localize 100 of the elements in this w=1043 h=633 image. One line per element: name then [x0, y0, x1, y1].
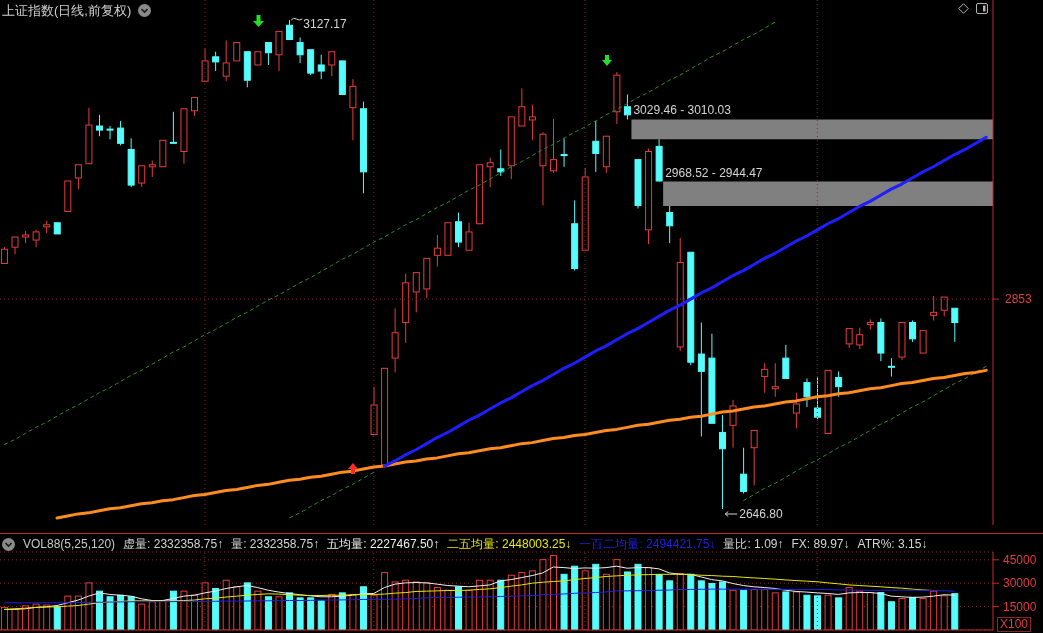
bar [85, 582, 93, 630]
candlestick [465, 222, 473, 251]
y-tick-label: 45000 [1003, 553, 1037, 568]
text: 量: 2332358.75↑ [231, 537, 320, 551]
bar [497, 579, 505, 630]
bar [518, 572, 526, 630]
candlestick [909, 319, 917, 343]
bar [592, 563, 600, 630]
candlestick [74, 164, 82, 190]
candlestick [180, 108, 188, 165]
candlestick [528, 104, 536, 141]
bar [275, 596, 283, 630]
bar [412, 581, 420, 630]
bar [655, 574, 663, 630]
bar [433, 587, 441, 630]
bar [307, 597, 315, 630]
y-tick-label: 30000 [1003, 576, 1037, 591]
bar [687, 573, 695, 630]
bar [159, 600, 167, 630]
bar [824, 594, 832, 630]
candlestick [761, 362, 769, 394]
bar [708, 583, 716, 630]
bar [11, 608, 19, 630]
candlestick [697, 322, 705, 438]
band-label: 2968.52 - 2944.47 [665, 165, 763, 180]
candlestick [106, 125, 114, 140]
bar [613, 559, 621, 630]
bar [602, 573, 610, 630]
bar [866, 592, 874, 630]
bar [634, 563, 642, 630]
candlestick [518, 87, 526, 127]
candlestick [275, 30, 283, 72]
bar [909, 596, 917, 630]
candlestick [328, 51, 336, 77]
candlestick [476, 164, 484, 225]
bar [951, 593, 959, 630]
candlestick [169, 111, 177, 144]
candlestick [338, 60, 346, 95]
candlestick [951, 307, 959, 343]
chart-title: 上证指数(日线,前复权) [2, 3, 132, 18]
candlestick [634, 159, 642, 209]
candlestick [286, 19, 294, 41]
bar [856, 590, 864, 630]
bar [359, 586, 367, 630]
bar [814, 595, 822, 630]
bar [845, 587, 853, 630]
bar [296, 597, 304, 630]
candlestick [64, 180, 72, 213]
bar [792, 591, 800, 630]
candlestick [497, 148, 505, 177]
bar [95, 590, 103, 630]
candlestick [444, 222, 452, 256]
candlestick [507, 116, 515, 180]
y-tick-label: 15000 [1003, 599, 1037, 614]
bar [771, 592, 779, 630]
candlestick [550, 118, 558, 174]
bar [782, 591, 790, 630]
annotation: 3127.17 [303, 17, 348, 31]
bar [718, 581, 726, 630]
bar [666, 580, 674, 630]
bar [877, 592, 885, 630]
bar [740, 589, 748, 630]
candlestick [602, 135, 610, 174]
bar [74, 595, 82, 630]
candlestick [771, 362, 779, 398]
bar [43, 604, 51, 630]
candlestick [32, 229, 40, 248]
bar [254, 590, 262, 630]
candlestick [571, 199, 579, 272]
bar [623, 571, 631, 630]
candlestick [11, 236, 19, 255]
candlestick [866, 318, 874, 331]
bar [22, 605, 30, 630]
bar [465, 589, 473, 630]
bar [381, 572, 389, 630]
candlestick [53, 222, 61, 235]
candlestick [898, 322, 906, 361]
bar [750, 588, 758, 630]
bar [32, 603, 40, 630]
text: FX: 89.97↓ [791, 537, 850, 551]
candlestick [750, 429, 758, 486]
candlestick [391, 307, 399, 373]
bar [676, 573, 684, 630]
bar [138, 603, 146, 630]
candlestick [349, 78, 357, 141]
bar [729, 589, 737, 630]
bar [560, 573, 568, 630]
text: 五均量: 2227467.50↑ [327, 537, 440, 551]
bar [106, 596, 114, 630]
bar [486, 579, 494, 630]
bar [148, 601, 156, 630]
bar [697, 580, 705, 630]
candlestick [740, 447, 748, 495]
candlestick [782, 344, 790, 379]
candlestick [919, 330, 927, 354]
bar [930, 590, 938, 630]
bar [803, 594, 811, 630]
bar [539, 559, 547, 630]
bar [571, 565, 579, 630]
candlestick [381, 367, 389, 466]
